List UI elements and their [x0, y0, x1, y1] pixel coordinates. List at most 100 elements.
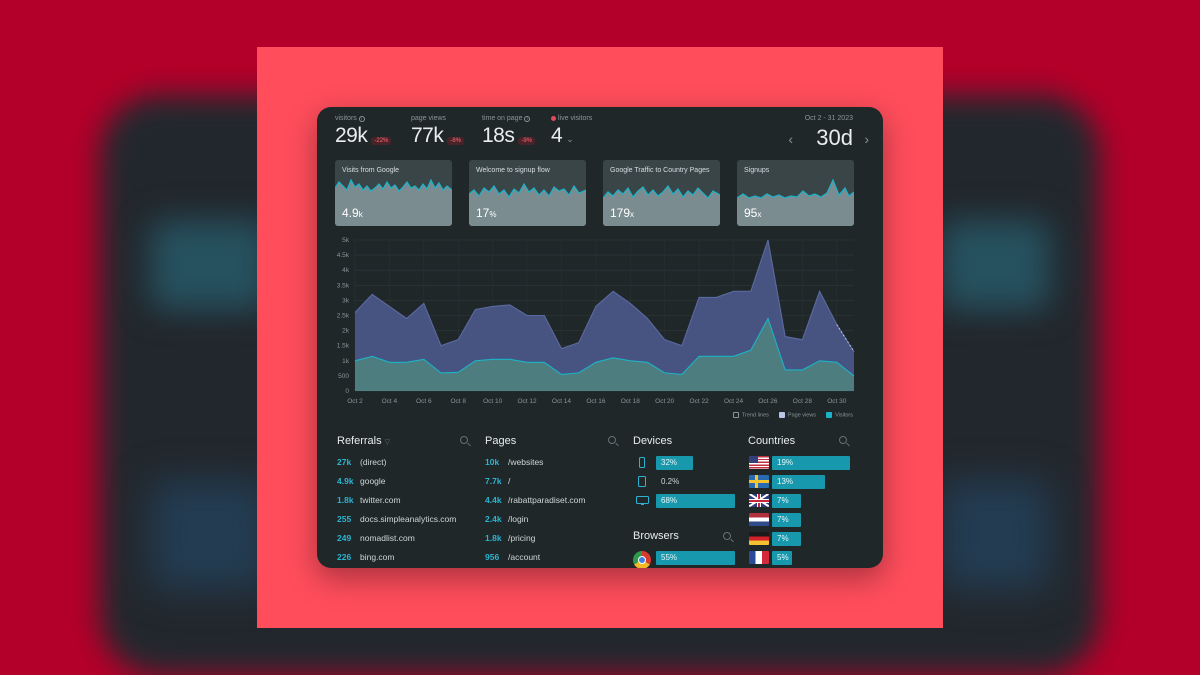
list-item[interactable]: 27k (direct)	[337, 456, 386, 468]
stat-value: 4	[551, 124, 563, 147]
goal-card-google[interactable]: Visits from Google 4.9k	[335, 160, 452, 226]
list-item[interactable]: 4.9k google	[337, 475, 386, 487]
x-tick-label: Oct 6	[416, 398, 432, 405]
country-bar[interactable]: 7%	[772, 494, 801, 508]
list-item[interactable]: 7.7k /	[485, 475, 510, 487]
list-item[interactable]: 956/account	[485, 551, 540, 563]
goal-value: 17%	[476, 206, 497, 220]
y-tick-label: 2.5k	[337, 313, 350, 320]
list-item[interactable]: 2.4k/login	[485, 513, 528, 525]
chevron-left-icon[interactable]: ‹	[788, 131, 793, 147]
referrals-title[interactable]: Referrals ▽	[337, 435, 391, 447]
goal-title: Visits from Google	[342, 167, 400, 174]
stat-label: live visitors	[558, 115, 593, 122]
country-bar[interactable]: 19%	[772, 456, 850, 470]
tablet-icon	[638, 476, 646, 487]
country-bar[interactable]: 13%	[772, 475, 825, 489]
x-tick-label: Oct 8	[450, 398, 466, 405]
device-bar-tablet[interactable]: 0.2%	[661, 477, 680, 486]
checkbox-icon	[778, 412, 785, 418]
y-tick-label: 0	[345, 388, 349, 395]
filter-icon[interactable]: ▽	[384, 439, 391, 446]
uk-flag-icon	[749, 494, 769, 507]
legend-item-visitors[interactable]: Visitors	[826, 412, 853, 418]
search-icon[interactable]	[460, 436, 468, 444]
list-item-count: 27k	[337, 457, 352, 467]
goal-value: 95x	[744, 206, 762, 220]
stat-time-on-page[interactable]: time on page i 18s -9%	[482, 115, 536, 148]
stat-value: 77k	[411, 124, 444, 147]
blurred-background-widget	[940, 480, 1050, 590]
search-icon[interactable]	[608, 436, 616, 444]
traffic-area-chart[interactable]: 0 500 1k 1.5k 2k 2.5k 3k 3.5k 4k 4.5k 5k Oct 2 Oct 4…	[329, 235, 859, 410]
legend-item-page-views[interactable]: Page views	[778, 412, 816, 418]
blurred-background-widget	[940, 220, 1050, 310]
x-tick-label: Oct 10	[483, 398, 503, 405]
chevron-down-icon[interactable]: ⌄	[566, 134, 574, 144]
info-icon[interactable]: i	[524, 115, 531, 122]
x-tick-label: Oct 12	[517, 398, 537, 405]
stat-change-badge: -8%	[447, 137, 465, 145]
desktop-stand	[641, 504, 644, 507]
list-item[interactable]: 1.8k/pricing	[485, 532, 535, 544]
goal-title: Google Traffic to Country Pages	[610, 167, 710, 174]
country-bar[interactable]: 7%	[772, 532, 801, 546]
series-line-page-views	[354, 239, 855, 352]
list-item[interactable]: 10k/websites	[485, 456, 543, 468]
device-bar-desktop[interactable]: 68%	[656, 494, 735, 508]
stat-label: time on page	[482, 115, 523, 122]
goal-card-country-pages[interactable]: Google Traffic to Country Pages 179x	[603, 160, 720, 226]
projection-line	[836, 324, 855, 353]
list-item-count: 2.4k	[485, 514, 502, 524]
list-item-count: 255	[337, 514, 352, 524]
blurred-background-widget	[150, 220, 270, 310]
browser-bar-chrome[interactable]: 55%	[656, 551, 735, 565]
chart-legend: Trend lines Page views Visitors	[732, 412, 853, 418]
y-tick-label: 2k	[342, 328, 350, 335]
y-tick-label: 3k	[342, 297, 350, 304]
legend-item-trend-lines[interactable]: Trend lines	[732, 412, 769, 418]
stat-page-views[interactable]: page views 77k -8%	[411, 115, 465, 148]
goal-value: 4.9k	[342, 206, 363, 220]
stat-live-visitors[interactable]: live visitors 4 ⌄	[551, 115, 592, 148]
search-icon[interactable]	[723, 532, 731, 540]
nl-flag-icon	[749, 513, 769, 526]
goal-card-signup-flow[interactable]: Welcome to signup flow 17%	[469, 160, 586, 226]
list-item[interactable]: 249 nomadlist.com	[337, 532, 415, 544]
stat-visitors[interactable]: visitors i 29k -22%	[335, 115, 392, 148]
info-icon[interactable]: i	[358, 115, 365, 122]
goal-sparkline	[469, 182, 586, 226]
list-item-label: /rabattparadiset.com	[508, 495, 586, 505]
list-item-label: /websites	[508, 457, 544, 467]
x-tick-label: Oct 28	[793, 398, 813, 405]
stat-label: page views	[411, 115, 447, 122]
period-selector[interactable]: 30d	[816, 125, 853, 150]
list-item[interactable]: 226 bing.com	[337, 551, 395, 563]
country-bar[interactable]: 5%	[772, 551, 792, 565]
list-item-label: nomadlist.com	[360, 533, 415, 543]
y-tick-label: 4.5k	[337, 252, 350, 259]
series-area-page-views	[355, 240, 854, 391]
series-area-visitors	[355, 318, 854, 391]
mobile-icon	[639, 457, 645, 468]
y-tick-label: 3.5k	[337, 282, 350, 289]
search-icon[interactable]	[839, 436, 847, 444]
country-bar[interactable]: 7%	[772, 513, 801, 527]
devices-title: Devices	[633, 435, 673, 447]
x-tick-label: Oct 30	[827, 398, 847, 405]
list-item[interactable]: 255 docs.simpleanalytics.com	[337, 513, 456, 525]
device-bar-mobile[interactable]: 32%	[656, 456, 693, 470]
y-tick-label: 1.5k	[337, 343, 350, 350]
goal-card-signups[interactable]: Signups 95x	[737, 160, 854, 226]
browsers-title: Browsers	[633, 530, 679, 542]
list-item[interactable]: 4.4k/rabattparadiset.com	[485, 494, 585, 506]
x-tick-label: Oct 20	[655, 398, 675, 405]
y-tick-label: 1k	[342, 358, 350, 365]
us-flag-icon	[749, 456, 769, 469]
list-item[interactable]: 1.8k twitter.com	[337, 494, 401, 506]
x-tick-label: Oct 26	[758, 398, 778, 405]
x-tick-label: Oct 14	[552, 398, 572, 405]
x-tick-label: Oct 2	[347, 398, 363, 405]
chevron-right-icon[interactable]: ›	[864, 131, 869, 147]
list-item-count: 4.4k	[485, 495, 502, 505]
